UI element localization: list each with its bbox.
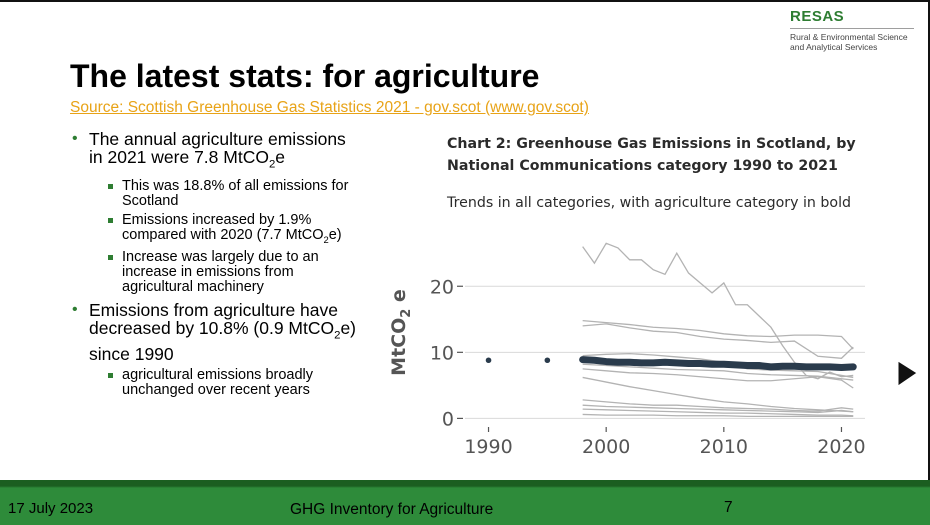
logo-subtitle-line1: Rural & Environmental Science <box>790 32 908 42</box>
category-series-line <box>582 376 854 413</box>
slide-top-border <box>0 0 930 2</box>
chart-subtitle: Trends in all categories, with agricultu… <box>447 195 852 211</box>
emissions-line-chart: 0 10 20 1990 2000 2010 2020 MtCO2 e <box>388 242 866 458</box>
x-tick-label: 2010 <box>700 436 748 458</box>
bullet-text-tail: e) <box>328 226 342 243</box>
chart-title: Chart 2: Greenhouse Gas Emissions in Sco… <box>447 136 856 174</box>
footer: 17 July 2023 GHG Inventory for Agricultu… <box>0 480 930 525</box>
category-series-line <box>582 368 854 389</box>
bullet-annual-emissions: The annual agriculture emissions in 2021… <box>72 130 362 174</box>
slide-title: The latest stats: for agriculture <box>70 58 540 94</box>
bullet-text: Emissions from agriculture have decrease… <box>89 300 338 339</box>
category-series-line <box>582 413 854 418</box>
category-series-line <box>582 319 854 350</box>
bullet-text: The annual agriculture emissions in 2021… <box>89 129 346 167</box>
agriculture-point <box>485 357 492 364</box>
bullet-text-tail: e <box>275 147 286 167</box>
footer-date: 17 July 2023 <box>8 500 94 517</box>
bullet-decrease: Emissions from agriculture have decrease… <box>72 301 362 363</box>
category-series-line <box>582 242 854 380</box>
footer-band: 17 July 2023 GHG Inventory for Agricultu… <box>0 488 930 525</box>
subscript: 2 <box>268 158 276 171</box>
subscript: 2 <box>323 233 329 245</box>
page-number: 7 <box>724 499 733 516</box>
category-series-line <box>582 323 854 359</box>
bullet-text: Emissions increased by 1.9% compared wit… <box>122 211 324 243</box>
category-series-line <box>582 363 854 381</box>
mouse-pointer-icon <box>897 360 918 387</box>
footer-title: GHG Inventory for Agriculture <box>290 501 494 518</box>
agriculture-series-line <box>579 356 857 372</box>
x-tick-label: 1990 <box>464 436 512 458</box>
category-series-line <box>582 399 854 412</box>
category-series-line <box>582 404 854 414</box>
y-tick-label: 0 <box>442 408 454 430</box>
y-tick-label: 10 <box>430 342 454 364</box>
source-link[interactable]: Source: Scottish Greenhouse Gas Statisti… <box>70 99 589 116</box>
resas-logo: RESAS Rural & Environmental Science and … <box>790 8 915 52</box>
logo-name: RESAS <box>790 8 845 25</box>
subbullet-share: This was 18.8% of all emissions for Scot… <box>72 178 362 209</box>
bullet-list: The annual agriculture emissions in 2021… <box>72 130 362 402</box>
subbullet-increase: Emissions increased by 1.9% compared wit… <box>72 211 362 247</box>
category-series-line <box>582 408 854 417</box>
y-axis-label: MtCO2 e <box>388 289 414 376</box>
bullet-text-tail: e) since 1990 <box>89 318 357 364</box>
subbullet-unchanged: agricultural emissions broadly unchanged… <box>72 367 362 398</box>
subbullet-machinery: Increase was largely due to an increase … <box>72 250 362 295</box>
y-tick-label: 20 <box>430 276 454 298</box>
agriculture-point <box>544 357 551 364</box>
logo-divider <box>790 28 914 29</box>
subscript: 2 <box>334 329 341 342</box>
x-tick-label: 2020 <box>817 436 865 458</box>
slide-right-border <box>928 0 930 480</box>
logo-subtitle-line2: and Analytical Services <box>790 42 878 52</box>
x-tick-label: 2000 <box>582 436 630 458</box>
